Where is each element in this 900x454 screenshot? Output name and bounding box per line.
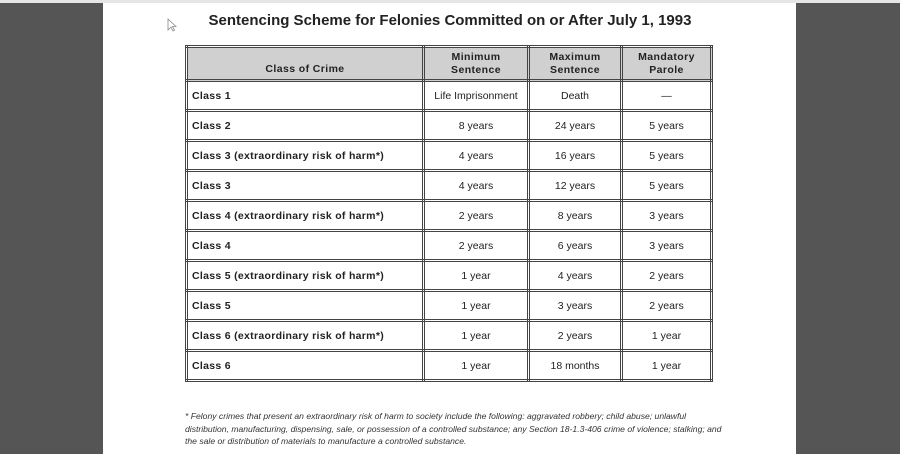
cell-maximum-sentence: 2 years <box>527 319 623 352</box>
cell-minimum-sentence: 2 years <box>422 199 530 232</box>
cell-minimum-sentence: 1 year <box>422 349 530 382</box>
table-row: Class 1 Life Imprisonment Death — <box>185 79 713 112</box>
cell-class-of-crime: Class 3 (extraordinary risk of harm*) <box>185 139 425 172</box>
cell-class-of-crime: Class 4 <box>185 229 425 262</box>
cell-mandatory-parole: — <box>620 79 713 112</box>
cell-mandatory-parole: 1 year <box>620 349 713 382</box>
cell-maximum-sentence: 3 years <box>527 289 623 322</box>
cell-mandatory-parole: 2 years <box>620 289 713 322</box>
table-header-row: Class of Crime Minimum Sentence Maximum … <box>185 45 713 82</box>
footnote: * Felony crimes that present an extraord… <box>185 411 722 446</box>
cell-class-of-crime: Class 4 (extraordinary risk of harm*) <box>185 199 425 232</box>
cell-minimum-sentence: 1 year <box>422 259 530 292</box>
header-minimum-sentence: Minimum Sentence <box>422 45 530 82</box>
cell-mandatory-parole: 5 years <box>620 139 713 172</box>
cell-maximum-sentence: 18 months <box>527 349 623 382</box>
cell-class-of-crime: Class 6 <box>185 349 425 382</box>
cell-minimum-sentence: 1 year <box>422 289 530 322</box>
cell-class-of-crime: Class 3 <box>185 169 425 202</box>
mouse-pointer-icon <box>167 18 177 32</box>
cell-mandatory-parole: 5 years <box>620 169 713 202</box>
cell-minimum-sentence: Life Imprisonment <box>422 79 530 112</box>
cell-class-of-crime: Class 5 <box>185 289 425 322</box>
cell-maximum-sentence: 12 years <box>527 169 623 202</box>
cell-maximum-sentence: 24 years <box>527 109 623 142</box>
cell-class-of-crime: Class 1 <box>185 79 425 112</box>
cell-maximum-sentence: Death <box>527 79 623 112</box>
cell-maximum-sentence: 6 years <box>527 229 623 262</box>
cell-class-of-crime: Class 6 (extraordinary risk of harm*) <box>185 319 425 352</box>
table-row: Class 5 (extraordinary risk of harm*) 1 y… <box>185 259 713 292</box>
cell-maximum-sentence: 4 years <box>527 259 623 292</box>
document-title: Sentencing Scheme for Felonies Committed… <box>208 12 692 29</box>
cell-minimum-sentence: 1 year <box>422 319 530 352</box>
header-class-of-crime: Class of Crime <box>185 45 425 82</box>
cell-minimum-sentence: 2 years <box>422 229 530 262</box>
table-row: Class 6 (extraordinary risk of harm*) 1 y… <box>185 319 713 352</box>
cell-minimum-sentence: 4 years <box>422 139 530 172</box>
sentencing-table: Class of Crime Minimum Sentence Maximum … <box>185 45 713 382</box>
table-row: Class 3 (extraordinary risk of harm*) 4 y… <box>185 139 713 172</box>
cell-mandatory-parole: 3 years <box>620 229 713 262</box>
cell-mandatory-parole: 3 years <box>620 199 713 232</box>
cell-class-of-crime: Class 2 <box>185 109 425 142</box>
cell-mandatory-parole: 2 years <box>620 259 713 292</box>
cell-mandatory-parole: 1 year <box>620 319 713 352</box>
cell-mandatory-parole: 5 years <box>620 109 713 142</box>
cell-class-of-crime: Class 5 (extraordinary risk of harm*) <box>185 259 425 292</box>
header-mandatory-parole: Mandatory Parole <box>620 45 713 82</box>
cell-maximum-sentence: 16 years <box>527 139 623 172</box>
cell-minimum-sentence: 4 years <box>422 169 530 202</box>
cell-maximum-sentence: 8 years <box>527 199 623 232</box>
viewer-top-strip <box>0 0 900 3</box>
header-maximum-sentence: Maximum Sentence <box>527 45 623 82</box>
table-row: Class 4 (extraordinary risk of harm*) 2 y… <box>185 199 713 232</box>
cell-minimum-sentence: 8 years <box>422 109 530 142</box>
